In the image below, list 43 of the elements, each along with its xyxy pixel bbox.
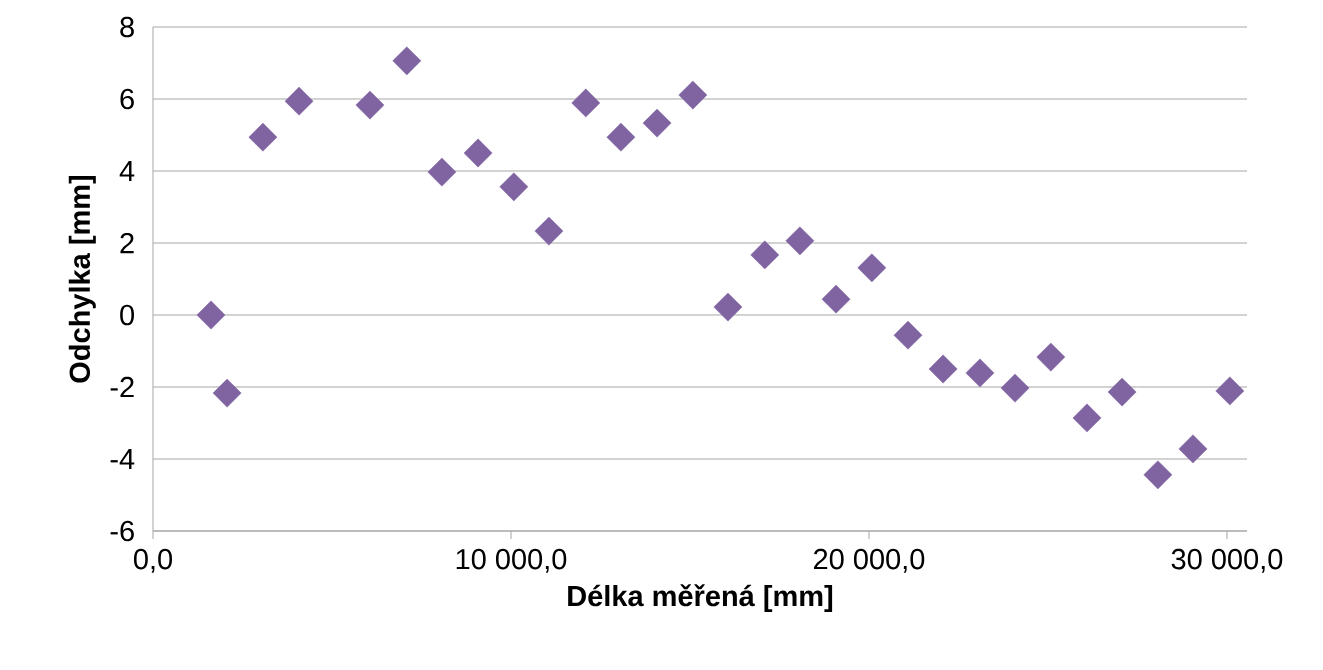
point [284,86,314,116]
y-axis-title: Odchylka [mm] [68,175,96,383]
x-tick-label: 30 000,0 [1171,548,1283,573]
point [212,378,242,408]
point [499,172,529,202]
point [1000,373,1030,403]
point [1215,376,1245,406]
y-tick-label: -2 [110,376,134,398]
point [857,253,887,283]
point [534,216,564,246]
point [1143,460,1173,490]
point [606,122,636,152]
y-tick-label: 6 [120,88,134,110]
point [713,292,743,322]
point [1178,434,1208,464]
x-tick-label: 10 000,0 [456,548,567,573]
point [392,46,422,76]
point [463,138,493,168]
point [248,122,278,152]
y-tick-label: -4 [110,449,135,469]
point [1072,403,1102,433]
point [821,284,851,314]
point [1036,342,1066,372]
point [965,358,995,388]
point [928,354,958,384]
x-tick-label: 0,0 [133,548,173,573]
y-tick-label: 4 [119,161,135,181]
point [750,240,780,270]
point [427,157,457,187]
point [785,226,815,256]
point [355,90,385,120]
point [571,88,601,118]
y-tick-label: 2 [120,232,134,254]
point [642,108,672,138]
y-tick-label: -6 [110,520,134,542]
point [893,320,923,350]
point [196,300,226,330]
y-tick-label: 8 [120,16,134,38]
point [1107,377,1137,407]
point [678,80,708,110]
y-tick-label: 0 [120,304,135,326]
x-tick-label: 20 000,0 [813,548,925,573]
x-axis-title: Délka měřená [mm] [568,584,833,613]
